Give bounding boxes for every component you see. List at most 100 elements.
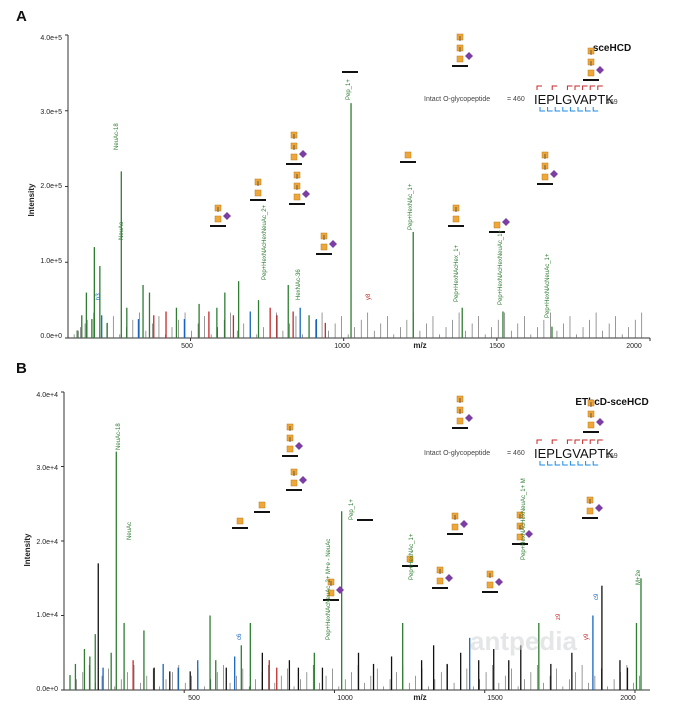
glycan-icons-a (210, 33, 604, 255)
z-ion-mark (585, 107, 591, 112)
peak-label: Pep+HexNAc_1+ (409, 533, 415, 580)
c-ion-mark (589, 439, 596, 444)
peak-label: b3 (96, 293, 102, 300)
x-axis-title-b: m/z (413, 693, 426, 702)
glycan-icon (448, 204, 464, 227)
peak-label: z9 (556, 613, 562, 620)
ytick-a-4: 4.0e+5 (40, 35, 62, 42)
z-ion-mark (554, 461, 561, 466)
xtick-a-2000: 2000 (626, 343, 642, 350)
c-ion-mark (597, 439, 603, 444)
glycan-icon (447, 512, 468, 535)
glycan-icon (316, 232, 337, 255)
ytick-b-2: 2.0e+4 (36, 539, 58, 546)
glycan-icon (482, 570, 503, 593)
z-ion-mark (539, 461, 545, 466)
glycan-icon (512, 511, 533, 545)
ytick-b-1: 1.0e+4 (36, 612, 58, 619)
peak-label: NeuAc (127, 522, 133, 540)
c-ion-mark (536, 439, 542, 444)
seq-end-a: 469 (606, 99, 618, 106)
glycan-icon (537, 151, 558, 185)
watermark: antpedia (470, 626, 577, 656)
peak-label: M+2e (636, 569, 642, 585)
peak-label: Pep+HexNAc_1+ (408, 183, 414, 230)
seq-start-a: = 460 (507, 96, 525, 103)
peaks-a (65, 34, 651, 341)
c-ion-mark (566, 85, 573, 90)
c-ion-mark (582, 85, 588, 90)
intact-label-a: Intact O-glycopeptide (424, 96, 490, 103)
glycan-icon (286, 468, 307, 491)
x-axis-title-a: m/z (413, 341, 426, 350)
z-ion-mark (592, 107, 599, 112)
peak-label: Pep+HexNAcHexNeuAc_1+ M (521, 478, 527, 560)
intact-label-b: Intact O-glycopeptide (424, 450, 490, 457)
peak-label: y8 (366, 293, 372, 300)
peak-label: NeuAc-18 (114, 123, 120, 150)
z-ion-mark (547, 461, 553, 466)
c-ion-mark (589, 85, 596, 90)
z-ion-mark (554, 107, 561, 112)
y-axis-title-b: Intensity (23, 533, 32, 566)
peak-label: Pep_1+ (349, 499, 355, 520)
ytick-a-0: 0.0e+0 (40, 333, 62, 340)
method-label-a: sceHCD (593, 43, 631, 54)
xtick-a-500: 500 (181, 343, 193, 350)
glycan-icon (452, 395, 473, 429)
sequence-a: IEPLGVAPTK (534, 92, 614, 107)
peak-labels-a: NeuAc-18 Pep_1+ Pep+HexNAc_1+ Pep+HexNAcHex… (96, 79, 551, 318)
glycan-icon (250, 178, 266, 201)
peak-label: Pep+HexNAcNeuAc_1+ (545, 253, 551, 318)
ytick-a-3: 3.0e+5 (40, 109, 62, 116)
ytick-b-0: 0.0e+0 (36, 686, 58, 693)
glycan-icon (402, 555, 418, 567)
seq-end-b: 469 (606, 453, 618, 460)
glycan-icon (452, 33, 473, 67)
peak-label: Pep_1+ (346, 79, 352, 100)
xtick-b-1500: 1500 (487, 695, 503, 702)
xtick-a-1500: 1500 (489, 343, 505, 350)
glycan-icon (254, 501, 270, 513)
z-ion-mark (539, 107, 545, 112)
z-ion-mark (569, 107, 576, 112)
glycan-icon (582, 496, 603, 519)
seq-start-b: = 460 (507, 450, 525, 457)
glycan-icon (289, 171, 310, 205)
z-ion-mark (577, 461, 583, 466)
glycan-icon (400, 151, 416, 163)
c-ion-mark (582, 439, 588, 444)
z-ion-mark (585, 461, 591, 466)
glycan-icon (323, 578, 344, 601)
c-ion-mark (536, 85, 542, 90)
c-ion-mark (574, 85, 580, 90)
fragment-marks-b (536, 439, 603, 466)
peak-label: Pep+HexNAcHex_1+ (454, 244, 460, 302)
glycan-icon (210, 204, 231, 227)
peak-label: y9 (584, 633, 590, 640)
panel-b: B Intensity m/z 4.0e+4 3.0e+4 2.0e+4 1.0… (16, 360, 650, 702)
peak-label: Pep+HexNAcHexNeuAc_1+ (498, 229, 504, 305)
glycan-icon (282, 423, 303, 457)
glycan-icon (432, 566, 453, 589)
peak-label: NeuAc-18 (116, 423, 122, 450)
glycan-icon (583, 47, 604, 81)
peaks-b (61, 391, 642, 693)
c-ion-mark (551, 85, 558, 90)
panel-letter-a: A (16, 8, 27, 25)
ytick-b-4: 4.0e+4 (36, 392, 58, 399)
glycan-icons-b (232, 395, 604, 601)
peak-label: c6 (237, 633, 243, 640)
xtick-b-1000: 1000 (337, 695, 353, 702)
peak-label: HexNAc-36 (296, 269, 302, 300)
z-ion-mark (547, 107, 553, 112)
c-ion-mark (551, 439, 558, 444)
sequence-b: IEPLGVAPTK (534, 446, 614, 461)
z-ion-mark (577, 107, 583, 112)
glycan-icon (286, 131, 307, 165)
z-ion-mark (562, 107, 568, 112)
ytick-b-3: 3.0e+4 (36, 465, 58, 472)
glycan-icon (232, 517, 248, 529)
peak-label: NeuAc (119, 222, 125, 240)
